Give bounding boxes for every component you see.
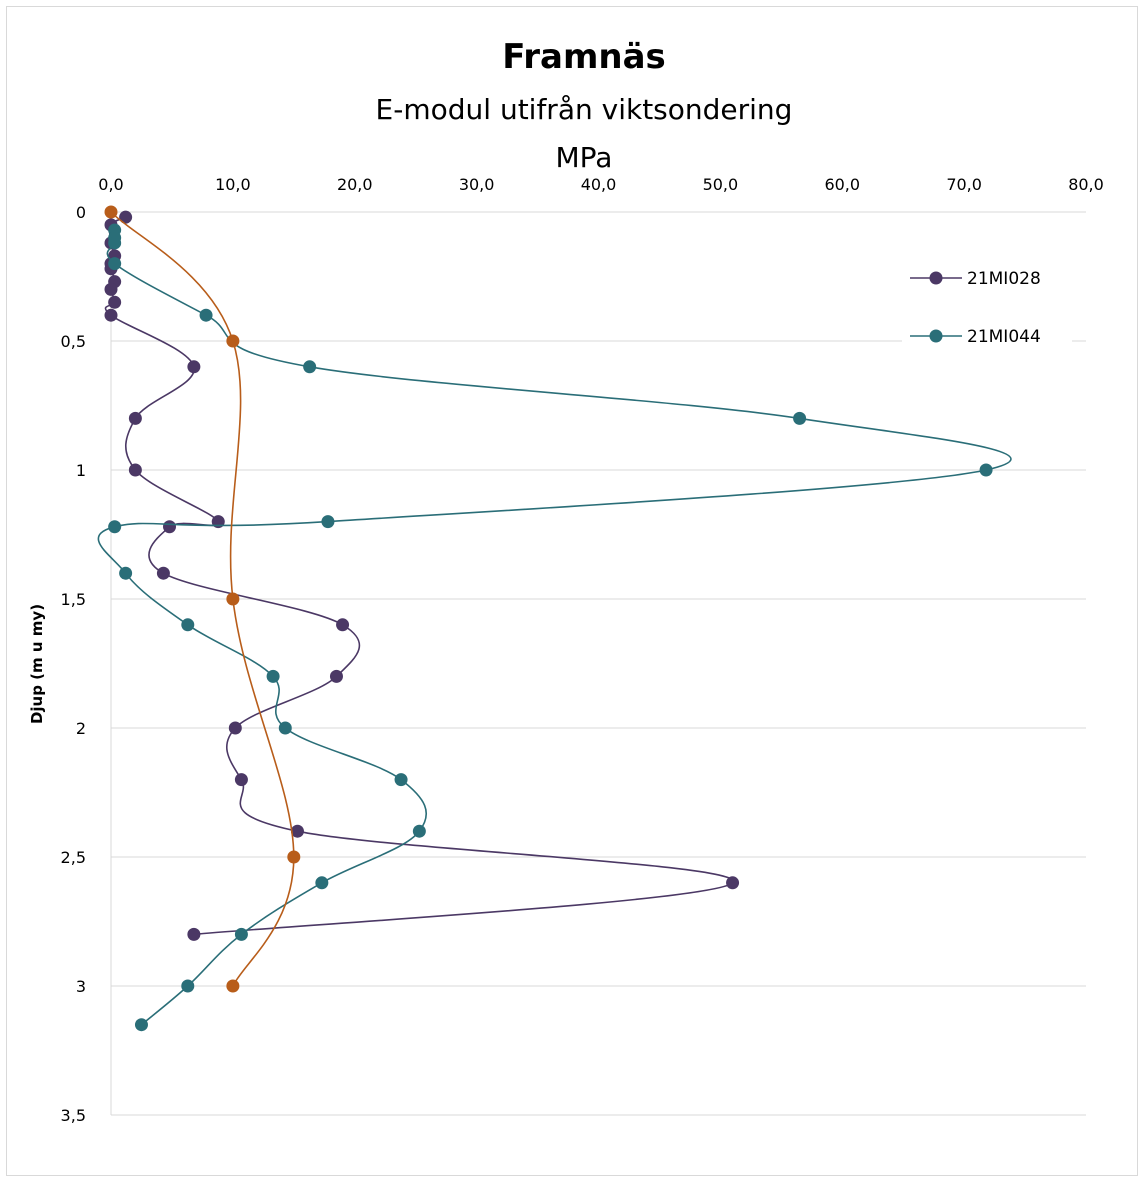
data-point xyxy=(394,773,408,787)
y-tick-label: 2,5 xyxy=(61,848,86,867)
data-point xyxy=(290,824,304,838)
series-21MI044 xyxy=(97,223,1012,1032)
y-tick-label: 3,5 xyxy=(61,1106,86,1125)
x-tick-label: 10,0 xyxy=(215,175,251,194)
x-tick-label: 0,0 xyxy=(98,175,123,194)
data-point xyxy=(156,566,170,580)
data-point xyxy=(104,205,118,219)
data-point xyxy=(315,876,329,890)
data-point xyxy=(104,308,118,322)
data-point xyxy=(119,210,133,224)
x-tick-label: 30,0 xyxy=(459,175,495,194)
data-point xyxy=(726,876,740,890)
legend: 21MI028 21MI044 xyxy=(902,262,1072,352)
legend-item: 21MI044 xyxy=(902,320,1072,352)
y-tick-label: 1 xyxy=(76,461,86,480)
data-point xyxy=(108,257,122,271)
data-point xyxy=(336,618,350,632)
data-point xyxy=(181,618,195,632)
data-point xyxy=(181,979,195,993)
data-point xyxy=(187,360,201,374)
data-point xyxy=(187,927,201,941)
data-point xyxy=(266,669,280,683)
x-tick-label: 20,0 xyxy=(337,175,373,194)
data-point xyxy=(228,721,242,735)
data-point xyxy=(793,411,807,425)
data-point xyxy=(199,308,213,322)
data-point xyxy=(104,282,118,296)
y-tick-label: 2 xyxy=(76,719,86,738)
data-point xyxy=(226,979,240,993)
legend-label: 21MI028 xyxy=(967,269,1041,289)
legend-swatch-marker xyxy=(929,329,943,343)
data-point xyxy=(303,360,317,374)
data-point xyxy=(329,669,343,683)
data-point xyxy=(226,334,240,348)
data-point xyxy=(108,520,122,534)
data-point xyxy=(321,515,335,529)
data-point xyxy=(234,927,248,941)
data-point xyxy=(108,236,122,250)
data-point xyxy=(108,295,122,309)
x-tick-label: 80,0 xyxy=(1068,175,1104,194)
legend-swatch-marker xyxy=(929,271,943,285)
chart-title: Framnäs xyxy=(502,37,666,77)
data-point xyxy=(412,824,426,838)
x-tick-label: 50,0 xyxy=(703,175,739,194)
series-unnamed-2 xyxy=(104,205,301,993)
y-tick-labels: 0 0,5 1 1,5 2 2,5 3 3,5 xyxy=(61,203,86,1125)
y-tick-label: 3 xyxy=(76,977,86,996)
data-point xyxy=(278,721,292,735)
data-point xyxy=(226,592,240,606)
series-group xyxy=(97,205,1012,1032)
data-point xyxy=(119,566,133,580)
data-point xyxy=(163,520,176,534)
chart-subtitle: E-modul utifrån viktsondering xyxy=(376,93,793,126)
data-point xyxy=(979,463,993,477)
x-tick-label: 70,0 xyxy=(946,175,982,194)
data-point xyxy=(128,411,142,425)
y-tick-label: 1,5 xyxy=(61,590,86,609)
legend-label: 21MI044 xyxy=(967,327,1041,347)
legend-item: 21MI028 xyxy=(902,262,1072,294)
y-axis-title: Djup (m u my) xyxy=(28,604,46,724)
data-point xyxy=(234,773,248,787)
x-tick-label: 60,0 xyxy=(824,175,860,194)
data-point xyxy=(287,850,301,864)
y-tick-label: 0,5 xyxy=(61,332,86,351)
x-axis-title: MPa xyxy=(556,141,613,174)
data-point xyxy=(134,1018,148,1032)
chart-frame xyxy=(6,6,1138,1176)
y-tick-label: 0 xyxy=(76,203,86,222)
data-point xyxy=(128,463,142,477)
gridlines xyxy=(110,211,1086,1116)
x-tick-label: 40,0 xyxy=(581,175,617,194)
x-tick-labels: 0,0 10,0 20,0 30,0 40,0 50,0 60,0 70,0 80,0 xyxy=(98,175,1104,194)
